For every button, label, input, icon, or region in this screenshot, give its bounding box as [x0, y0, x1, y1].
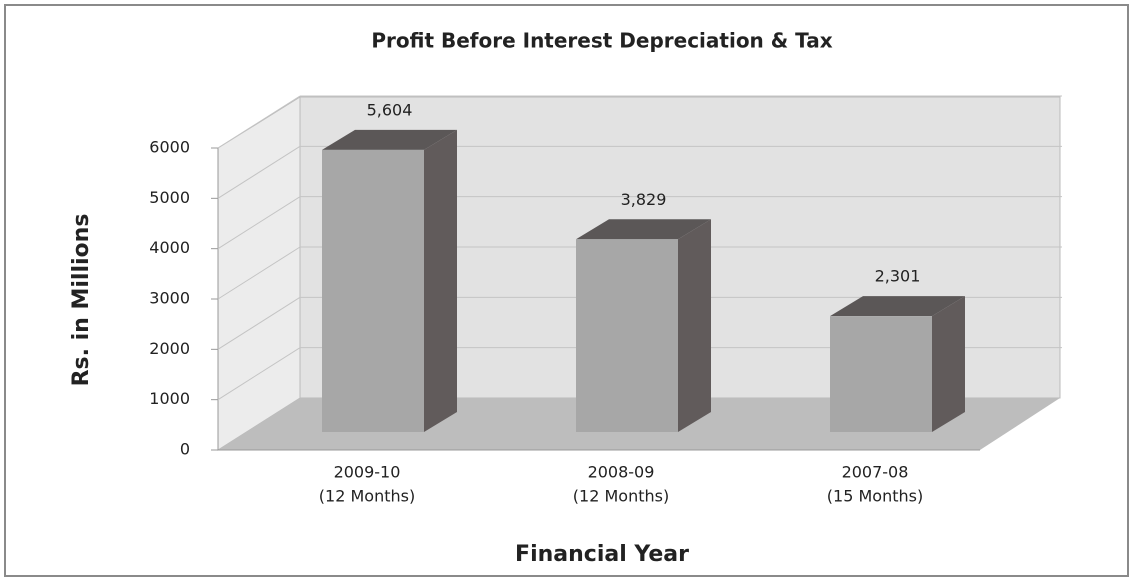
bar — [322, 149, 424, 432]
grid-line — [217, 347, 301, 401]
bar-top — [830, 296, 965, 317]
bar-side — [678, 219, 711, 432]
data-label: 5,604 — [367, 100, 413, 119]
x-tick-label: (12 Months) — [319, 487, 415, 506]
grid-line — [217, 196, 301, 250]
y-tick-label: 3000 — [149, 289, 190, 308]
grid-line — [217, 246, 301, 300]
grid-line — [217, 145, 301, 199]
x-tick-label: (15 Months) — [827, 487, 923, 506]
y-tick-label: 2000 — [149, 339, 190, 358]
bar — [576, 239, 678, 432]
bar-side — [424, 129, 457, 432]
data-label: 3,829 — [621, 190, 667, 209]
x-tick-label: 2008-09 — [588, 463, 655, 482]
x-tick-label: 2007-08 — [842, 463, 909, 482]
bar — [830, 316, 932, 432]
data-label: 2,301 — [875, 267, 921, 286]
y-axis-label: Rs. in Millions — [69, 214, 94, 387]
y-tick-label: 1000 — [149, 389, 190, 408]
chart-title: Profit Before Interest Depreciation & Ta… — [371, 29, 832, 53]
x-tick-label: 2009-10 — [334, 463, 401, 482]
bar-top — [322, 129, 457, 150]
bar-top — [576, 219, 711, 240]
y-tick-label: 0 — [180, 440, 190, 459]
x-axis-label: Financial Year — [515, 542, 689, 567]
bar-side — [932, 296, 965, 432]
x-tick-label: (12 Months) — [573, 487, 669, 506]
y-tick-label: 6000 — [149, 138, 190, 157]
grid-line — [217, 296, 301, 350]
y-tick-label: 4000 — [149, 238, 190, 257]
grid-line — [217, 95, 301, 149]
y-tick-label: 5000 — [149, 188, 190, 207]
